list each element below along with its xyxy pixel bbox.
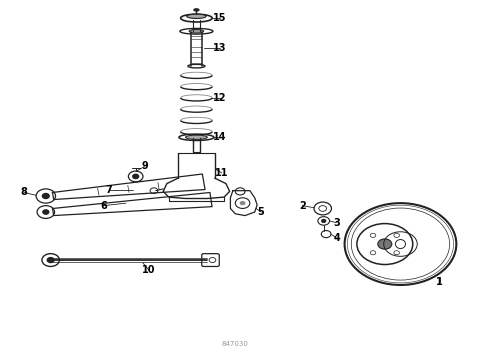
Text: 12: 12 [213,93,226,103]
Text: 7: 7 [105,185,112,195]
Ellipse shape [194,9,199,11]
Text: 5: 5 [258,207,265,217]
Circle shape [43,210,49,214]
Ellipse shape [187,14,206,18]
Circle shape [43,194,49,198]
Circle shape [47,257,54,262]
Text: 15: 15 [213,13,226,23]
Text: 3: 3 [333,218,340,228]
Text: 2: 2 [299,201,306,211]
Circle shape [240,201,245,205]
Text: 847030: 847030 [222,341,249,347]
Ellipse shape [186,135,207,139]
Text: 4: 4 [334,233,340,243]
Text: 8: 8 [21,188,27,197]
Text: 6: 6 [101,201,107,211]
Text: 1: 1 [436,277,443,287]
Text: 14: 14 [213,132,226,142]
Text: 11: 11 [215,168,228,178]
Ellipse shape [189,30,204,33]
Text: 10: 10 [142,265,155,275]
Text: 9: 9 [141,162,148,171]
Circle shape [133,174,139,179]
Circle shape [322,220,326,222]
Circle shape [378,239,392,249]
Text: 13: 13 [213,43,226,53]
